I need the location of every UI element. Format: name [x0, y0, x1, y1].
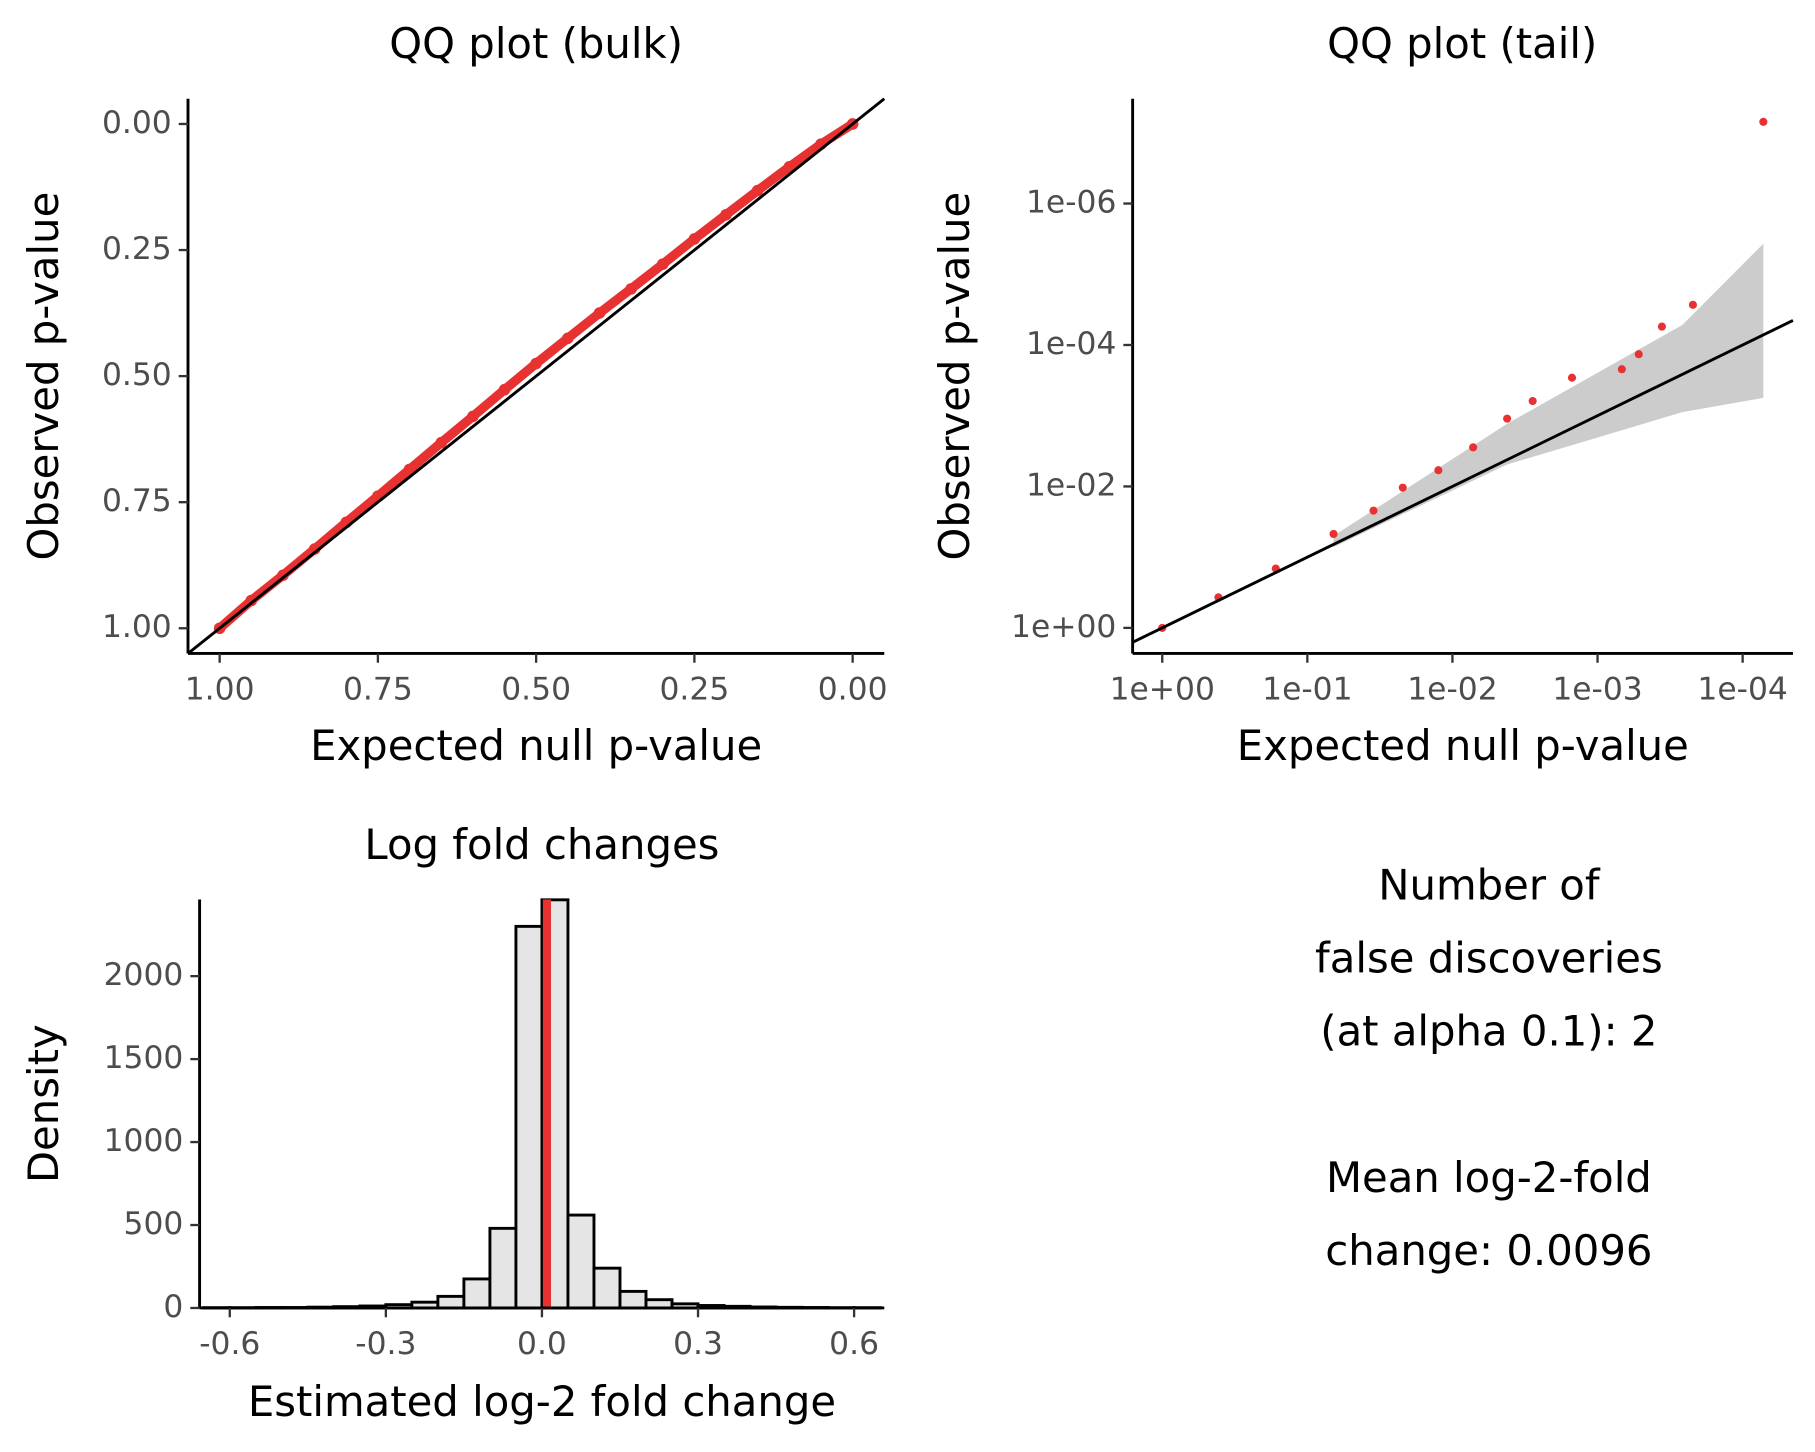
confidence-band — [1333, 243, 1764, 548]
y-axis-title: Observed p-value — [930, 192, 979, 561]
point — [530, 357, 542, 370]
bar — [592, 1266, 622, 1310]
y-tick-label: 1e+00 — [1011, 609, 1116, 645]
summary-text: change: 0.0096 — [1325, 1226, 1652, 1275]
y-tick-label: 1e-04 — [1026, 326, 1116, 362]
x-tick-label: 0.75 — [343, 672, 413, 708]
point — [688, 233, 701, 245]
point — [1503, 414, 1512, 423]
y-tick-label: 2000 — [104, 957, 184, 993]
x-axis-title: Estimated log-2 fold change — [248, 1377, 836, 1426]
bar — [514, 924, 544, 1310]
bar — [566, 1213, 596, 1310]
point — [1469, 443, 1478, 452]
x-tick-label: 0.00 — [818, 672, 888, 708]
point — [656, 258, 669, 270]
summary-text: false discoveries — [1315, 933, 1663, 982]
summary-text: (at alpha 0.1): 2 — [1320, 1007, 1657, 1056]
x-tick-label: 1e-03 — [1552, 672, 1642, 708]
x-tick-label: 0.6 — [829, 1326, 879, 1362]
bar — [618, 1289, 648, 1310]
x-axis-title: Expected null p-value — [1237, 721, 1689, 770]
point — [625, 283, 637, 295]
x-tick-label: 1e-02 — [1407, 672, 1497, 708]
point — [498, 383, 511, 396]
y-tick-label: 1e-06 — [1026, 185, 1116, 221]
y-tick-label: 0.25 — [102, 231, 172, 267]
reference-line — [1131, 319, 1794, 644]
y-tick-label: 1.00 — [102, 609, 172, 645]
chart-title: QQ plot (tail) — [1327, 19, 1597, 68]
point — [1329, 529, 1338, 539]
x-tick-label: 0.3 — [673, 1326, 723, 1362]
point — [245, 594, 258, 607]
point — [1369, 506, 1378, 515]
y-axis-title: Density — [19, 1024, 68, 1183]
bar — [436, 1294, 466, 1310]
point — [1528, 396, 1537, 406]
y-tick-label: 1000 — [104, 1123, 184, 1159]
x-tick-label: 1.00 — [185, 672, 255, 708]
x-tick-label: 0.0 — [517, 1326, 567, 1362]
y-tick-label: 1500 — [104, 1040, 184, 1076]
summary-text: Mean log-2-fold — [1326, 1153, 1652, 1202]
y-tick-label: 1e-02 — [1026, 467, 1116, 503]
x-tick-label: -0.6 — [199, 1326, 260, 1362]
chart-title: Log fold changes — [364, 820, 719, 869]
point — [561, 332, 574, 345]
point — [783, 161, 796, 173]
point — [1657, 322, 1666, 331]
reference-line — [187, 97, 886, 655]
point — [1617, 365, 1626, 374]
y-tick-label: 0.00 — [102, 105, 172, 141]
point — [1634, 350, 1643, 359]
y-tick-label: 0.75 — [102, 483, 172, 519]
point — [403, 463, 416, 476]
point — [1398, 483, 1407, 492]
point — [467, 410, 479, 423]
point — [1759, 117, 1768, 126]
point — [1688, 300, 1698, 309]
summary-text: Number of — [1378, 860, 1601, 909]
y-axis-title: Observed p-value — [19, 192, 68, 561]
x-tick-label: 1e-04 — [1697, 672, 1787, 708]
bar — [462, 1277, 492, 1310]
point — [593, 307, 606, 319]
bar — [488, 1226, 518, 1310]
y-tick-label: 0 — [163, 1289, 183, 1325]
y-tick-label: 0.50 — [102, 357, 172, 393]
point — [277, 569, 289, 582]
x-tick-label: -0.3 — [355, 1326, 416, 1362]
point — [751, 184, 764, 197]
y-tick-label: 500 — [124, 1206, 184, 1242]
x-tick-label: 0.25 — [660, 672, 730, 708]
x-axis-title: Expected null p-value — [310, 721, 762, 770]
chart-title: QQ plot (bulk) — [389, 19, 683, 68]
x-tick-label: 1e-01 — [1262, 672, 1352, 708]
x-tick-label: 1e+00 — [1110, 672, 1215, 708]
point — [1567, 373, 1577, 382]
point — [435, 436, 447, 449]
point — [1434, 466, 1443, 475]
x-tick-label: 0.50 — [501, 672, 571, 708]
point — [720, 208, 732, 221]
